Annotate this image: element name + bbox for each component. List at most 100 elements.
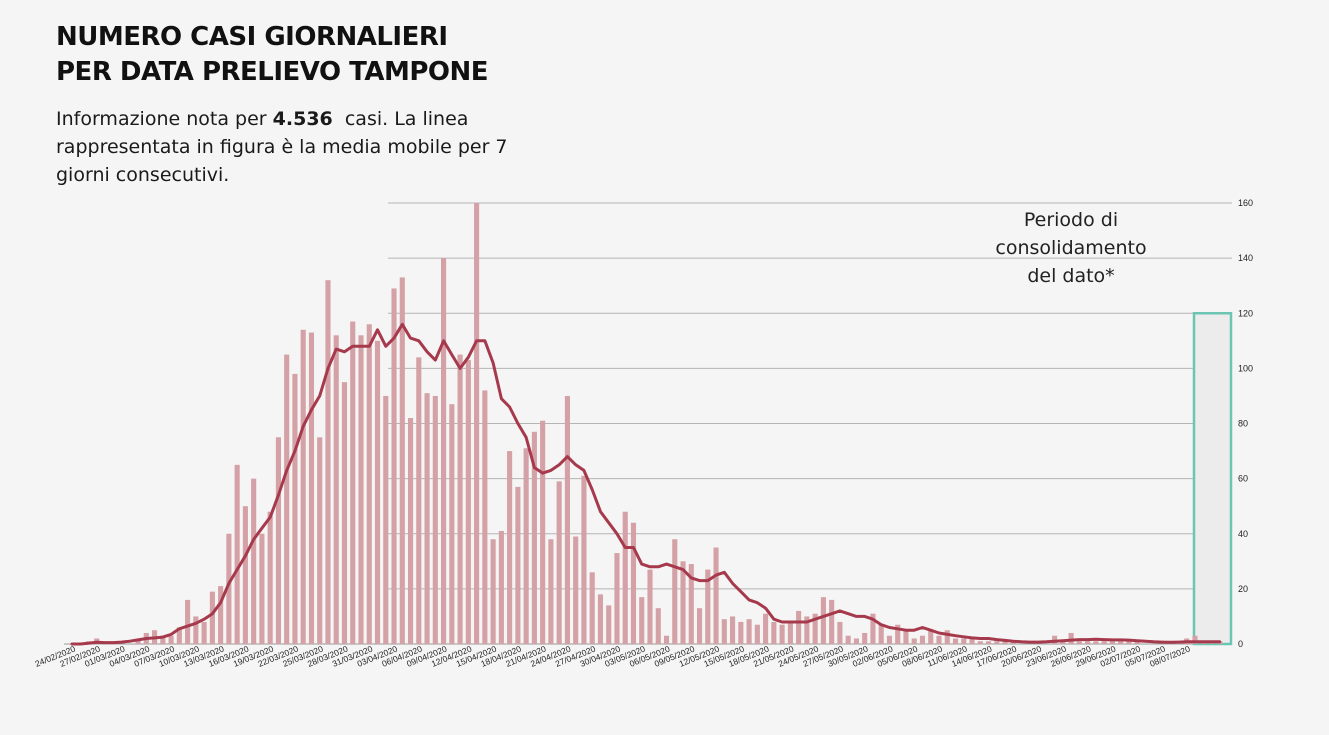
annotation-line1: Periodo di (1023, 209, 1119, 231)
bar (944, 630, 950, 644)
bar (1068, 632, 1074, 644)
bar (333, 335, 339, 644)
bar (234, 464, 240, 644)
bar (779, 624, 785, 644)
bar (474, 203, 480, 644)
bar (531, 431, 537, 644)
bar (911, 638, 917, 644)
bar (176, 627, 182, 644)
bar (465, 360, 471, 644)
bar (804, 616, 810, 644)
bar (1101, 641, 1107, 644)
bar (622, 511, 628, 644)
bar (424, 393, 430, 644)
bar (655, 608, 661, 644)
bar (242, 506, 248, 644)
bar (961, 638, 967, 644)
bar (754, 624, 760, 644)
bar (168, 635, 174, 644)
y-tick-label: 120 (1238, 308, 1253, 318)
bar (507, 451, 513, 644)
bar (730, 616, 736, 644)
bar (919, 635, 926, 644)
bar (994, 641, 1000, 644)
bar (688, 564, 694, 644)
bar (796, 610, 802, 644)
y-tick-label: 100 (1238, 363, 1253, 373)
bar (1085, 641, 1091, 644)
bar (630, 522, 637, 644)
bar (391, 288, 397, 644)
bar (589, 572, 595, 644)
bar (895, 624, 901, 644)
y-axis: 0 20 40 60 80 100 120 140 160 (1238, 198, 1253, 649)
bar (383, 395, 389, 644)
y-tick-label: 160 (1238, 198, 1253, 208)
bar (267, 511, 273, 644)
bar (251, 478, 257, 644)
bar (845, 635, 851, 644)
moving-average-line (70, 322, 1222, 646)
bar (374, 340, 381, 644)
bar (763, 613, 769, 644)
consolidation-box (1192, 312, 1233, 646)
subtitle-suffix: casi. La linea rappresentata in figura è… (56, 108, 508, 186)
bar (556, 481, 562, 644)
bar (573, 536, 579, 644)
bar-series (85, 203, 1223, 644)
y-tick-label: 80 (1238, 419, 1248, 429)
y-tick-label: 20 (1238, 584, 1248, 594)
bar (490, 539, 496, 644)
bar (275, 437, 281, 644)
bar (201, 621, 207, 644)
bar (614, 553, 620, 644)
bar (837, 621, 843, 644)
bar (350, 321, 356, 644)
bar (639, 597, 645, 644)
bar (416, 357, 422, 644)
bar (903, 630, 909, 644)
bar (540, 420, 546, 644)
bar (498, 530, 504, 644)
bar (1060, 641, 1066, 644)
bar (1002, 641, 1008, 644)
bar (886, 635, 893, 644)
bar (672, 539, 678, 644)
bar (564, 395, 570, 644)
bar (523, 448, 529, 644)
bar (696, 608, 703, 644)
y-tick-label: 40 (1238, 529, 1248, 539)
bar (449, 404, 455, 644)
bar (771, 621, 777, 644)
bar (812, 613, 818, 644)
bar (358, 335, 364, 644)
y-tick-label: 60 (1238, 474, 1248, 484)
bar (1109, 641, 1115, 644)
bar (1093, 641, 1099, 644)
bar (366, 324, 372, 644)
bar (160, 635, 166, 644)
bar (399, 277, 405, 644)
bar (878, 624, 884, 644)
bar (515, 486, 521, 644)
bar (870, 613, 876, 644)
bar (457, 354, 463, 644)
bar (787, 621, 793, 644)
bar (218, 586, 224, 644)
bar (300, 329, 306, 644)
subtitle-prefix: Informazione nota per (56, 108, 267, 130)
bar (185, 599, 191, 644)
chart-title-line1: NUMERO CASI GIORNALIERI (56, 22, 448, 52)
bar (820, 597, 826, 644)
y-tick-label: 0 (1238, 639, 1243, 649)
moving-average-series (70, 322, 1222, 646)
bar (341, 382, 348, 644)
bar (721, 619, 727, 644)
bar (977, 641, 983, 644)
bar (581, 475, 587, 644)
bar (713, 547, 719, 644)
bar (407, 417, 414, 644)
bar (928, 630, 934, 644)
consolidation-period (1192, 312, 1233, 646)
